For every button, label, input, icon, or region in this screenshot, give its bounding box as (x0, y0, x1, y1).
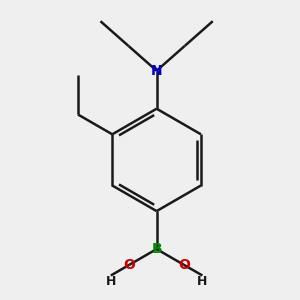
Text: B: B (151, 242, 162, 256)
Text: O: O (124, 258, 135, 272)
Text: O: O (178, 258, 190, 272)
Text: H: H (106, 275, 116, 288)
Text: N: N (151, 64, 162, 78)
Text: H: H (197, 275, 208, 288)
